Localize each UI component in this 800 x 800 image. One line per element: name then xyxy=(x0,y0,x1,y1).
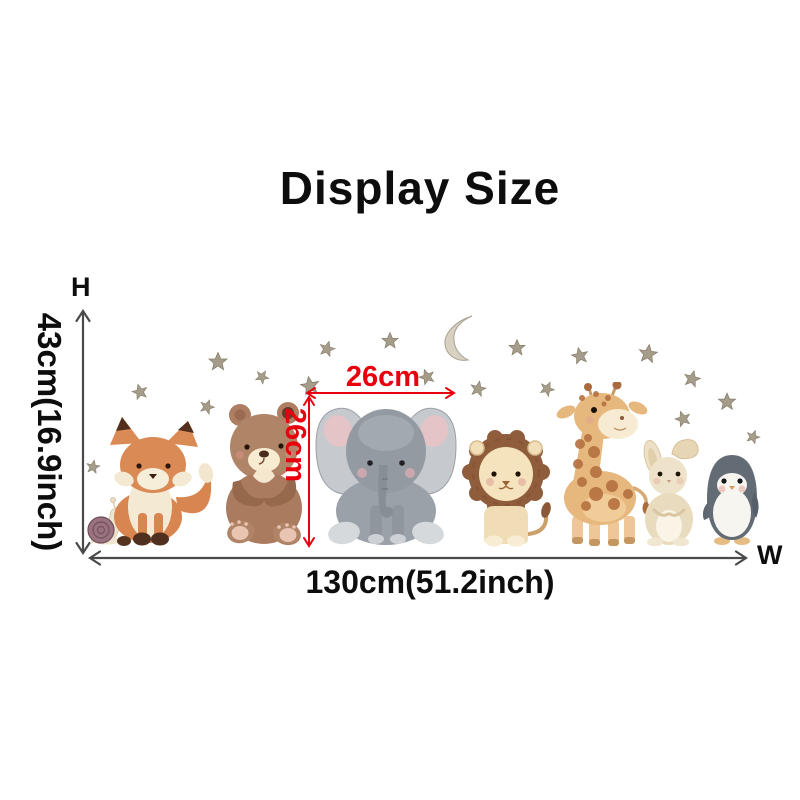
giraffe-illustration xyxy=(556,382,650,546)
snail-illustration xyxy=(87,497,129,545)
page-title: Display Size xyxy=(279,162,561,214)
width-axis-label: W xyxy=(757,540,783,570)
height-axis-label: H xyxy=(71,272,91,302)
height-dimension-value: 43cm(16.9inch) xyxy=(31,312,68,552)
moon-icon xyxy=(444,315,473,361)
elephant-illustration xyxy=(315,407,457,545)
fox-illustration xyxy=(110,417,214,546)
height-dimension-arrow xyxy=(75,308,91,556)
item-height-value: 26cm xyxy=(279,407,311,483)
lion-illustration xyxy=(462,430,551,547)
width-dimension-value: 130cm(51.2inch) xyxy=(305,564,555,600)
stars-decoration xyxy=(85,332,762,475)
rabbit-illustration xyxy=(643,439,699,546)
penguin-illustration xyxy=(702,455,759,545)
item-width-value: 26cm xyxy=(345,361,421,393)
width-dimension-arrow xyxy=(87,550,749,566)
